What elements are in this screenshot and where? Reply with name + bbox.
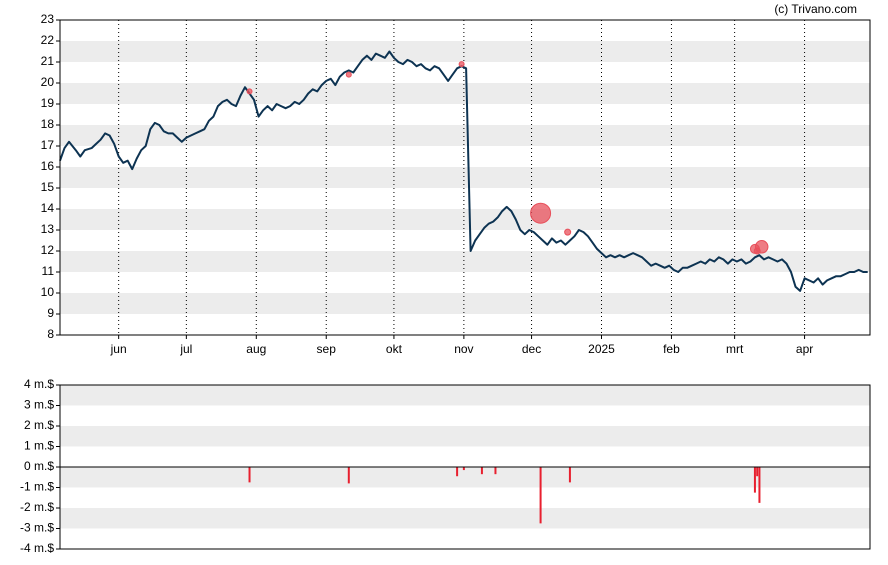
price-x-tick-label: 2025 — [588, 342, 615, 356]
price-y-tick-label: 20 — [41, 75, 55, 89]
price-band — [60, 209, 870, 230]
volume-y-tick-label: -1 m.$ — [20, 480, 54, 494]
price-y-tick-label: 13 — [41, 222, 55, 236]
volume-y-tick-label: 0 m.$ — [24, 459, 54, 473]
price-y-tick-label: 17 — [41, 138, 55, 152]
price-band — [60, 167, 870, 188]
price-x-tick-label: mrt — [726, 342, 744, 356]
price-y-tick-label: 21 — [41, 54, 55, 68]
price-x-tick-label: okt — [386, 342, 403, 356]
volume-y-axis: -4 m.$ -3 m.$ -2 m.$ -1 m.$ 0 m.$ 1 m.$ 2 m.$ 3… — [20, 377, 60, 555]
price-y-tick-label: 10 — [41, 285, 55, 299]
volume-bar — [539, 467, 542, 524]
volume-y-tick-label: 4 m.$ — [24, 377, 54, 391]
volume-panel: -4 m.$ -3 m.$ -2 m.$ -1 m.$ 0 m.$ 1 m.$ 2 m.$ 3… — [20, 377, 871, 555]
price-x-tick-label: dec — [522, 342, 541, 356]
volume-bar — [758, 467, 761, 503]
price-x-tick-label: aug — [246, 342, 266, 356]
price-month-gridlines — [118, 20, 806, 335]
insider-trade-marker — [530, 202, 552, 224]
volume-bar — [568, 467, 571, 483]
price-band — [60, 125, 870, 146]
price-x-tick-label: apr — [796, 342, 813, 356]
price-band — [60, 83, 870, 104]
volume-grid-bands — [60, 385, 870, 529]
volume-y-tick-label: 3 m.$ — [24, 398, 54, 412]
price-line — [59, 50, 868, 292]
insider-trade-marker — [345, 71, 352, 78]
price-grid-bands — [60, 41, 870, 314]
volume-bar — [248, 467, 251, 483]
volume-panel-frame — [59, 384, 871, 550]
volume-bar — [347, 467, 350, 484]
volume-y-tick-label: -4 m.$ — [20, 541, 54, 555]
price-x-tick-label: feb — [663, 342, 680, 356]
price-y-tick-label: 15 — [41, 180, 55, 194]
volume-y-tick-label: -3 m.$ — [20, 521, 54, 535]
volume-bar — [462, 467, 465, 471]
volume-bar — [456, 467, 459, 477]
price-y-tick-label: 8 — [47, 327, 54, 341]
price-y-tick-label: 19 — [41, 96, 55, 110]
insider-trade-marker — [246, 88, 253, 95]
credit-label: (c) Trivano.com — [774, 2, 857, 16]
price-band — [60, 293, 870, 314]
price-panel-frame — [59, 19, 871, 336]
insider-trade-marker — [458, 61, 465, 68]
volume-band — [60, 426, 870, 447]
price-markers — [246, 61, 769, 255]
price-y-tick-label: 12 — [41, 243, 55, 257]
volume-bar — [756, 467, 759, 477]
insider-trade-marker — [754, 240, 769, 254]
volume-band — [60, 508, 870, 529]
price-x-axis: jun jul aug sep okt nov dec 2025 feb mrt apr — [110, 335, 813, 356]
price-y-tick-label: 16 — [41, 159, 55, 173]
volume-bar — [753, 467, 756, 493]
volume-band — [60, 467, 870, 488]
volume-y-tick-label: 2 m.$ — [24, 418, 54, 432]
insider-trade-marker — [564, 228, 572, 236]
price-y-tick-label: 18 — [41, 117, 55, 131]
price-x-tick-label: jun — [110, 342, 127, 356]
price-x-tick-label: nov — [454, 342, 473, 356]
price-y-tick-label: 9 — [47, 306, 54, 320]
price-y-tick-label: 23 — [41, 12, 55, 26]
price-band — [60, 41, 870, 62]
volume-bar — [494, 467, 497, 475]
volume-bars — [248, 467, 761, 524]
price-y-tick-label: 11 — [42, 264, 55, 278]
price-panel: 8 9 10 11 12 13 14 15 16 17 18 19 20 21 22 23 jun jul aug… — [41, 12, 871, 356]
price-series — [59, 50, 868, 292]
volume-band — [60, 385, 870, 406]
price-x-tick-label: sep — [317, 342, 337, 356]
volume-y-tick-label: -2 m.$ — [20, 500, 54, 514]
price-y-tick-label: 22 — [41, 33, 55, 47]
price-y-tick-label: 14 — [41, 201, 55, 215]
volume-y-tick-label: 1 m.$ — [24, 439, 54, 453]
price-y-axis: 8 9 10 11 12 13 14 15 16 17 18 19 20 21 22 23 — [41, 12, 60, 341]
price-x-tick-label: jul — [179, 342, 192, 356]
volume-bar — [480, 467, 483, 475]
